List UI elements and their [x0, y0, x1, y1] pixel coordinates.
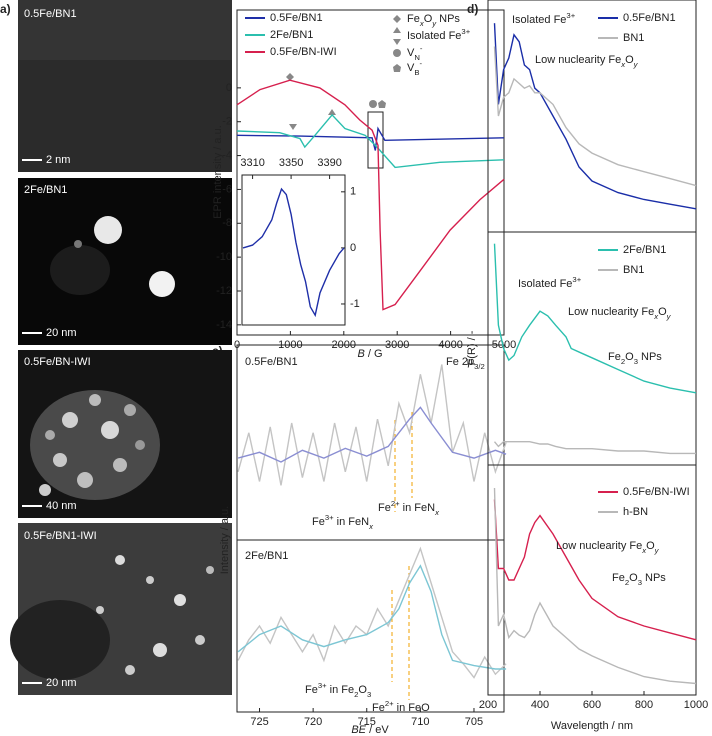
y-axis-label: F(R) / -: [466, 330, 478, 365]
annotation: Fe 2p3/2: [446, 356, 485, 371]
epr-markers: [286, 15, 401, 169]
scale-bar-label: 20 nm: [46, 677, 77, 689]
micrograph-label: 0.5Fe/BN1: [24, 8, 77, 20]
micrograph-label: 0.5Fe/BN-IWI: [24, 356, 91, 368]
x-tick-label: 725: [250, 716, 268, 728]
micrograph-label: 2Fe/BN1: [24, 184, 67, 196]
y-axis-label: Intensity / a.u.: [219, 506, 231, 574]
plot-frame: [236, 9, 505, 336]
x-tick-label: 400: [531, 699, 549, 711]
series-line: [242, 187, 345, 318]
legend-label: 0.5Fe/BN-IWI: [623, 486, 690, 498]
x-tick-label: 200: [479, 699, 497, 711]
y-tick-label: 1: [350, 186, 356, 198]
x-tick-label: 3390: [317, 157, 341, 169]
annotation: Isolated Fe3+: [512, 11, 576, 26]
y-tick-label: -1: [350, 298, 360, 310]
plot-frame: [241, 174, 346, 326]
x-axis-label: B / G: [357, 348, 382, 360]
annotation: 2Fe/BN1: [245, 550, 288, 562]
y-axis-label: EPR intensity / a.u.: [212, 125, 224, 219]
series-line: [493, 23, 697, 210]
series-line: [493, 487, 697, 685]
legend-label: BN1: [623, 264, 644, 276]
legend-label: Isolated Fe3+: [407, 27, 471, 42]
x-tick-label: 3350: [279, 157, 303, 169]
y-tick-label: -6: [222, 183, 232, 195]
scale-bar-label: 40 nm: [46, 500, 77, 512]
legend-label: 2Fe/BN1: [270, 29, 313, 41]
plot-frame: [236, 539, 505, 713]
y-tick-label: -10: [216, 251, 232, 263]
x-tick-label: 800: [635, 699, 653, 711]
y-tick-label: -12: [216, 285, 232, 297]
x-axis-label: BE / eV: [351, 724, 389, 736]
series-line: [236, 113, 505, 169]
legend-label: h-BN: [623, 506, 648, 518]
annotation: Fe2O3 NPs: [608, 351, 662, 366]
legend-label: VN-: [407, 44, 423, 62]
annotation: Fe3+ in FeNx: [312, 513, 374, 531]
x-tick-label: 715: [358, 716, 376, 728]
y-tick-label: -4: [222, 149, 232, 161]
plot-frame: [487, 0, 697, 233]
annotation: 0.5Fe/BN1: [245, 356, 298, 368]
x-axis-label: Wavelength / nm: [551, 720, 633, 732]
y-tick-label: -8: [222, 217, 232, 229]
legend-label: FexOy NPs: [407, 13, 460, 28]
x-tick-label: 3310: [240, 157, 264, 169]
x-tick-label: 1000: [684, 699, 708, 711]
series-line: [237, 546, 507, 679]
y-tick-label: -2: [222, 116, 232, 128]
annotation: Fe2+ in FeNx: [378, 499, 440, 517]
y-tick-label: 0: [350, 242, 356, 254]
micrograph: 2Fe/BN1 20 nm: [18, 178, 232, 345]
x-tick-label: 710: [411, 716, 429, 728]
legend-label: 0.5Fe/BN1: [270, 12, 323, 24]
dashed-lines: [391, 412, 413, 700]
series-line: [237, 364, 507, 486]
y-tick-label: 0: [226, 82, 232, 94]
micrograph-label: 0.5Fe/BN1-IWI: [24, 530, 97, 542]
micrograph: 0.5Fe/BN-IWI 40 nm: [18, 350, 232, 518]
micrograph: 0.5Fe/BN1 2 nm: [18, 0, 232, 172]
annotation: Low nuclearity FexOy: [535, 54, 639, 69]
series-line: [236, 126, 505, 151]
legend-label: 0.5Fe/BN1: [623, 12, 676, 24]
annotation: Isolated Fe3+: [518, 275, 582, 290]
series-line: [493, 243, 697, 394]
series-line: [493, 46, 697, 187]
scale-bar-label: 2 nm: [46, 154, 70, 166]
legend-label: 2Fe/BN1: [623, 244, 666, 256]
panel-label: d): [467, 2, 478, 16]
annotation: Low nuclearity FexOy: [568, 306, 672, 321]
y-tick-label: -14: [216, 319, 232, 331]
series-line: [237, 406, 507, 463]
annotation: Fe3+ in Fe2O3: [305, 681, 371, 699]
annotation: Fe2O3 NPs: [612, 572, 666, 587]
x-tick-label: 705: [465, 716, 483, 728]
annotation: Low nuclearity FexOy: [556, 540, 660, 555]
series-line: [236, 79, 505, 311]
x-tick-label: 600: [583, 699, 601, 711]
legend-label: VB-: [407, 59, 422, 77]
scale-bar-label: 20 nm: [46, 327, 77, 339]
x-tick-label: 720: [304, 716, 322, 728]
series-line: [493, 499, 697, 641]
panel-label: a): [0, 2, 11, 16]
annotation: Fe2+ in FeO: [372, 699, 430, 714]
plot-frame: [487, 231, 697, 466]
series-line: [237, 564, 507, 670]
plot-frame: [236, 344, 505, 541]
legend-label: BN1: [623, 32, 644, 44]
micrograph: 0.5Fe/BN1-IWI 20 nm: [10, 523, 232, 695]
legend-label: 0.5Fe/BN-IWI: [270, 46, 337, 58]
series-line: [493, 441, 696, 455]
